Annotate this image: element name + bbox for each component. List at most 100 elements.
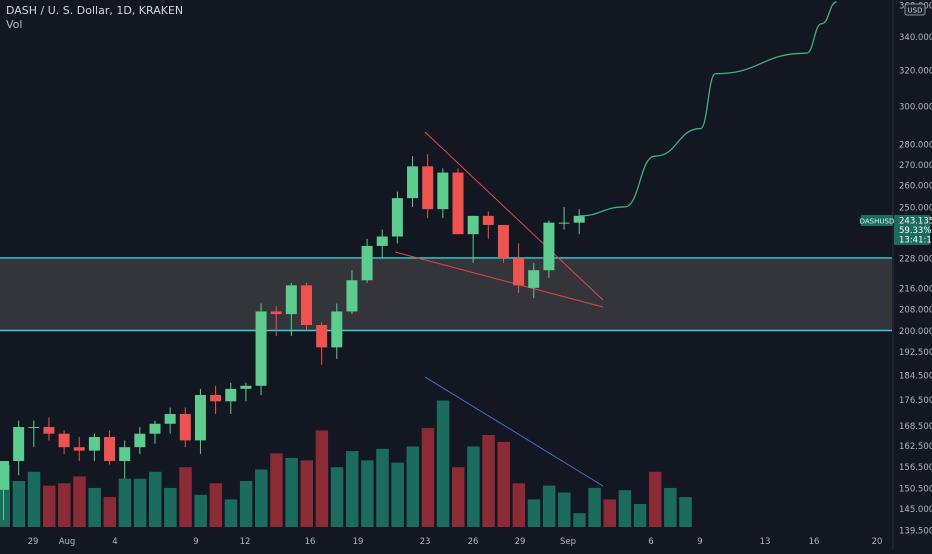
wedge-upper-line [424, 131, 604, 301]
volume-bar [542, 485, 556, 527]
currency-badge[interactable] [904, 3, 926, 16]
volume-bar [149, 471, 162, 527]
candle-body [104, 437, 116, 462]
volume-bar [285, 458, 298, 527]
candle-body [210, 395, 222, 402]
candle-body [376, 236, 388, 246]
candle-body [0, 461, 9, 490]
y-tick-label: 156.500 [899, 463, 932, 473]
candle-body [179, 414, 191, 441]
candle-body [391, 198, 403, 237]
price-change: 59.33% [899, 226, 931, 236]
candle-body [194, 395, 206, 441]
volume-bar [194, 494, 207, 527]
x-tick-label: 19 [353, 537, 364, 547]
candle-body [13, 427, 25, 462]
candle-body [407, 166, 419, 199]
volume-bar [361, 460, 374, 527]
candle-body [28, 427, 40, 429]
y-tick-label: 340.000 [899, 33, 932, 43]
volume-bar [406, 446, 420, 527]
y-tick-label: 250.000 [899, 203, 932, 213]
y-tick-label: 168.500 [899, 422, 932, 432]
volume-bar [482, 435, 495, 527]
candle-body [497, 224, 509, 258]
volume-bar [239, 481, 253, 527]
volume-bar [270, 453, 283, 527]
volume-bar [558, 492, 571, 527]
x-tick-label: 20 [872, 537, 883, 547]
volume-bar [58, 483, 71, 527]
candle-body [134, 433, 146, 448]
y-tick-label: 200.000 [899, 327, 932, 337]
volume-bar [603, 499, 616, 527]
volume-bar [588, 487, 601, 527]
candle-body [346, 280, 358, 312]
volume-bar [27, 471, 41, 527]
volume-bar [618, 490, 632, 527]
volume-bar [330, 467, 344, 527]
y-tick-label: 150.500 [899, 484, 932, 494]
y-tick-label: 280.000 [899, 141, 932, 151]
volume-bar [391, 462, 404, 527]
candle-body [558, 222, 570, 224]
bar-countdown: 13:41:19 [899, 236, 932, 246]
y-tick-label: 145.000 [899, 505, 932, 515]
candle-body [422, 166, 434, 210]
candle-body [119, 447, 131, 462]
volume-bar [42, 485, 56, 527]
y-tick-label: 228.000 [899, 254, 932, 264]
y-tick-label: 270.000 [899, 161, 932, 171]
support-zone [0, 257, 892, 331]
candle-body [43, 427, 55, 434]
x-tick-label: 4 [112, 537, 117, 547]
candle-body [301, 285, 312, 325]
candle-body [331, 311, 343, 348]
x-tick-label: 16 [305, 537, 316, 547]
volume-bar [73, 476, 86, 527]
volume-bar [12, 481, 26, 527]
x-tick-label: 29 [515, 537, 526, 547]
ticker-label: DASHUSD [860, 218, 895, 226]
x-tick-label: 9 [697, 537, 702, 547]
y-tick-label: 300.000 [899, 102, 932, 112]
volume-bar [421, 428, 435, 527]
candle-body [573, 215, 585, 223]
last-price: 243.135 [899, 217, 932, 227]
volume-bar [664, 487, 677, 527]
x-tick-label: 16 [809, 537, 820, 547]
wedge-lower-line [394, 251, 604, 308]
volume-bar [436, 400, 450, 527]
volume-bar [133, 478, 147, 527]
candle-body [58, 433, 70, 448]
volume-bar [164, 487, 177, 527]
last-price-tag [894, 215, 930, 245]
symbol-title: DASH / U. S. Dollar, 1D, KRAKEN [6, 4, 184, 17]
volume-bar [452, 467, 465, 527]
candle-body [270, 311, 282, 315]
volume-bar [315, 430, 329, 527]
y-tick-label: 320.000 [899, 67, 932, 77]
volume-bar [679, 497, 692, 527]
ticker-tag [861, 215, 893, 226]
candle-body [316, 324, 328, 348]
volume-trend-line [424, 376, 604, 487]
forecast-line [579, 1, 837, 217]
volume-bar [118, 478, 132, 527]
candle-body [149, 423, 161, 434]
volume-bar [255, 469, 268, 527]
volume-bar [300, 460, 313, 527]
volume-bar [209, 483, 223, 527]
volume-label: Vol [6, 18, 23, 31]
candle-body [528, 270, 540, 288]
candle-body [285, 285, 297, 315]
volume-bar [467, 446, 480, 527]
x-tick-label: 12 [240, 537, 251, 547]
candle-body [543, 222, 555, 271]
candle-body [73, 447, 85, 451]
volume-bar [512, 483, 526, 527]
volume-bar [103, 497, 117, 527]
volume-bar [497, 441, 510, 527]
